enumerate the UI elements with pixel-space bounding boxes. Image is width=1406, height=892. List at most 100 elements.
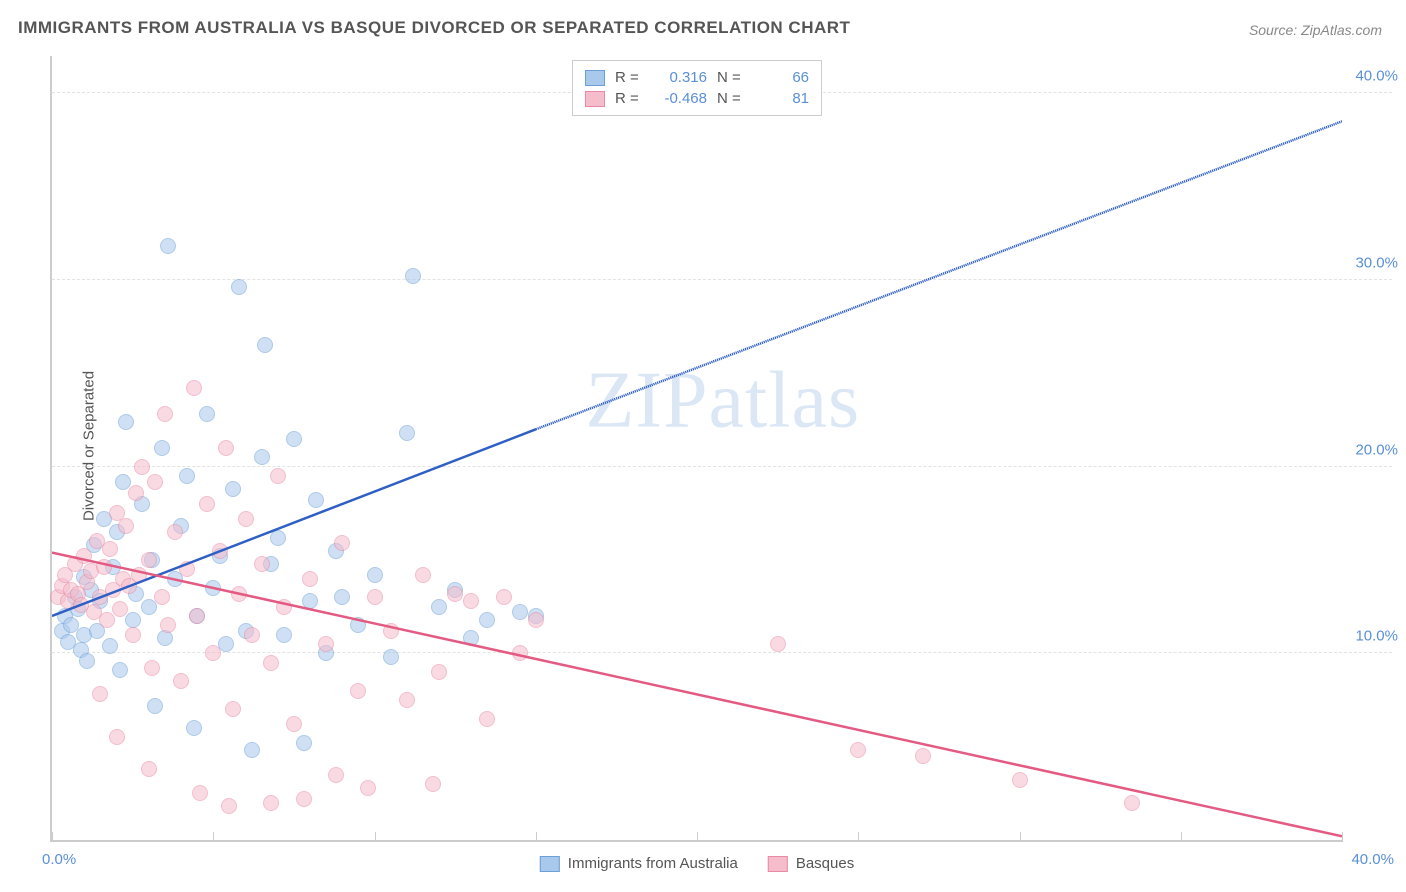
data-point [231,586,247,602]
source-attribution: Source: ZipAtlas.com [1249,22,1382,38]
data-point [205,580,221,596]
n-label: N = [717,69,745,86]
data-point [102,638,118,654]
r-value-basques: -0.468 [653,90,707,107]
data-point [399,425,415,441]
data-point [360,780,376,796]
data-point [270,530,286,546]
data-point [141,552,157,568]
n-value-australia: 66 [755,69,809,86]
legend-item-australia: Immigrants from Australia [540,855,738,872]
data-point [192,785,208,801]
data-point [76,548,92,564]
n-label: N = [717,90,745,107]
data-point [302,593,318,609]
data-point [479,711,495,727]
data-point [447,586,463,602]
data-point [431,599,447,615]
data-point [334,589,350,605]
swatch-australia [585,70,605,86]
data-point [112,601,128,617]
data-point [318,636,334,652]
data-point [512,604,528,620]
data-point [415,567,431,583]
data-point [221,798,237,814]
data-point [154,440,170,456]
data-point [147,698,163,714]
legend-label-basques: Basques [796,855,854,872]
data-point [405,268,421,284]
data-point [160,617,176,633]
data-point [431,664,447,680]
data-point [218,440,234,456]
data-point [528,612,544,628]
n-value-basques: 81 [755,90,809,107]
data-point [205,645,221,661]
data-point [225,481,241,497]
series-legend: Immigrants from Australia Basques [540,855,854,872]
data-point [147,474,163,490]
correlation-legend: R = 0.316 N = 66 R = -0.468 N = 81 [572,60,822,116]
legend-label-australia: Immigrants from Australia [568,855,738,872]
data-point [160,238,176,254]
y-tick-label: 30.0% [1355,255,1398,272]
data-point [179,561,195,577]
data-point [286,716,302,732]
data-point [367,567,383,583]
r-label: R = [615,69,643,86]
plot-area: ZIPatlas R = 0.316 N = 66 R = -0.468 N =… [50,56,1342,842]
y-tick-label: 20.0% [1355,441,1398,458]
data-point [350,683,366,699]
data-point [367,589,383,605]
swatch-basques-bottom [768,856,788,872]
data-point [189,608,205,624]
data-point [173,673,189,689]
data-point [99,612,115,628]
scatter-points [52,56,1342,840]
data-point [263,655,279,671]
data-point [463,593,479,609]
data-point [254,556,270,572]
data-point [383,623,399,639]
data-point [383,649,399,665]
data-point [199,496,215,512]
data-point [350,617,366,633]
x-tick [1342,832,1343,842]
data-point [254,449,270,465]
data-point [463,630,479,646]
swatch-basques [585,91,605,107]
data-point [131,567,147,583]
data-point [118,518,134,534]
data-point [179,468,195,484]
data-point [263,795,279,811]
data-point [125,627,141,643]
data-point [212,543,228,559]
data-point [238,511,254,527]
data-point [79,653,95,669]
data-point [231,279,247,295]
data-point [770,636,786,652]
data-point [167,524,183,540]
x-axis-max-label: 40.0% [1351,851,1394,868]
data-point [425,776,441,792]
data-point [186,720,202,736]
data-point [479,612,495,628]
chart-title: IMMIGRANTS FROM AUSTRALIA VS BASQUE DIVO… [18,18,850,38]
data-point [225,701,241,717]
x-axis-min-label: 0.0% [42,851,76,868]
data-point [850,742,866,758]
data-point [244,742,260,758]
y-tick-label: 40.0% [1355,68,1398,85]
y-tick-label: 10.0% [1355,628,1398,645]
data-point [134,459,150,475]
data-point [1124,795,1140,811]
data-point [157,406,173,422]
r-label: R = [615,90,643,107]
data-point [186,380,202,396]
data-point [112,662,128,678]
data-point [102,541,118,557]
data-point [496,589,512,605]
data-point [257,337,273,353]
data-point [109,729,125,745]
r-value-australia: 0.316 [653,69,707,86]
